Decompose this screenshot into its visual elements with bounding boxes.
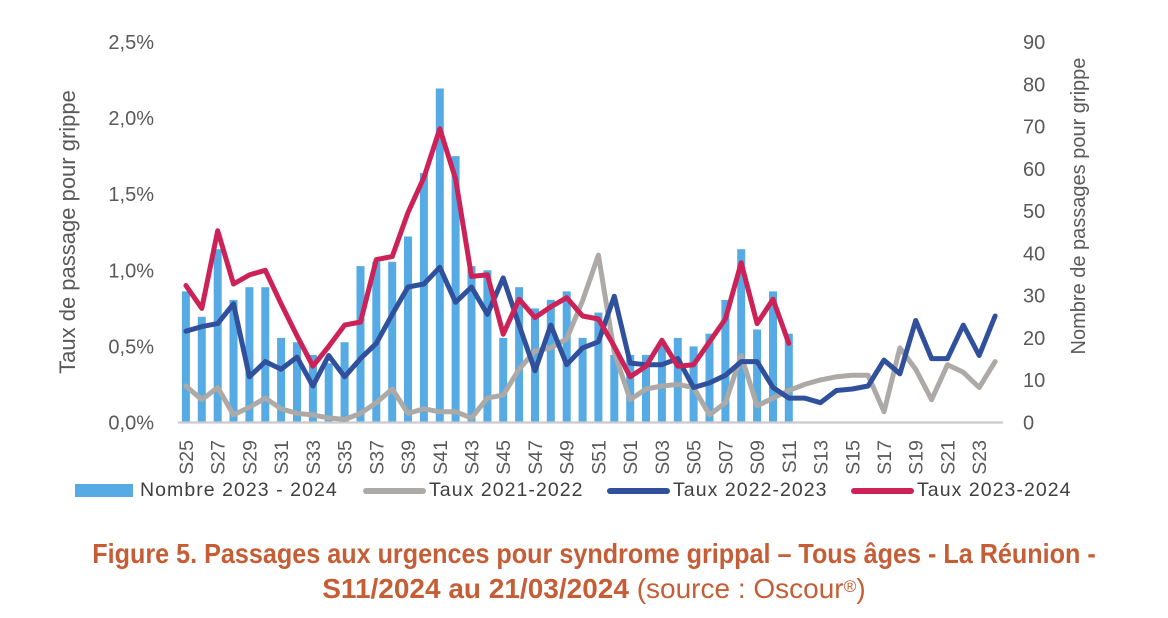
svg-text:2,5%: 2,5% bbox=[108, 32, 154, 54]
svg-text:S01: S01 bbox=[620, 440, 642, 475]
svg-text:30: 30 bbox=[1023, 286, 1045, 308]
svg-text:Taux de passage pour grippe: Taux de passage pour grippe bbox=[55, 90, 80, 374]
svg-text:Taux 2023-2024: Taux 2023-2024 bbox=[917, 479, 1072, 501]
svg-text:S39: S39 bbox=[398, 440, 420, 475]
svg-text:S31: S31 bbox=[271, 440, 293, 475]
svg-text:80: 80 bbox=[1023, 74, 1045, 96]
svg-text:S41: S41 bbox=[430, 440, 452, 475]
svg-text:S29: S29 bbox=[239, 440, 261, 475]
svg-text:S27: S27 bbox=[208, 440, 230, 475]
svg-text:0,0%: 0,0% bbox=[108, 413, 154, 435]
svg-text:S35: S35 bbox=[335, 440, 357, 475]
svg-text:60: 60 bbox=[1023, 159, 1045, 181]
svg-text:70: 70 bbox=[1023, 117, 1045, 139]
svg-text:S33: S33 bbox=[303, 440, 325, 475]
svg-text:S19: S19 bbox=[906, 440, 928, 475]
svg-text:1,5%: 1,5% bbox=[108, 184, 154, 206]
svg-text:0,5%: 0,5% bbox=[108, 336, 154, 358]
svg-text:20: 20 bbox=[1023, 328, 1045, 350]
svg-text:S25: S25 bbox=[176, 440, 198, 475]
svg-text:S37: S37 bbox=[366, 440, 388, 475]
svg-text:S21: S21 bbox=[938, 440, 960, 475]
svg-text:S03: S03 bbox=[652, 440, 674, 475]
svg-text:Nombre de passages pour grippe: Nombre de passages pour grippe bbox=[1068, 58, 1090, 355]
svg-text:S23: S23 bbox=[969, 440, 991, 475]
svg-text:40: 40 bbox=[1023, 243, 1045, 265]
svg-text:50: 50 bbox=[1023, 201, 1045, 223]
svg-text:S51: S51 bbox=[588, 440, 610, 475]
svg-text:S45: S45 bbox=[493, 440, 515, 475]
svg-text:S47: S47 bbox=[525, 440, 547, 475]
svg-text:1,0%: 1,0% bbox=[108, 260, 154, 282]
svg-text:Nombre 2023 - 2024: Nombre 2023 - 2024 bbox=[140, 479, 338, 501]
svg-text:S43: S43 bbox=[462, 440, 484, 475]
svg-text:S17: S17 bbox=[874, 440, 896, 475]
svg-text:S05: S05 bbox=[684, 440, 706, 475]
svg-text:10: 10 bbox=[1023, 370, 1045, 392]
svg-text:S15: S15 bbox=[842, 440, 864, 475]
svg-text:S49: S49 bbox=[557, 440, 579, 475]
svg-text:Taux 2022-2023: Taux 2022-2023 bbox=[673, 479, 828, 501]
svg-text:S09: S09 bbox=[747, 440, 769, 475]
svg-text:0: 0 bbox=[1023, 413, 1034, 435]
svg-text:S11: S11 bbox=[779, 440, 801, 473]
svg-text:S13: S13 bbox=[811, 440, 833, 475]
svg-text:S07: S07 bbox=[715, 440, 737, 475]
svg-text:90: 90 bbox=[1023, 32, 1045, 54]
svg-text:Taux 2021-2022: Taux 2021-2022 bbox=[429, 479, 584, 501]
svg-text:2,0%: 2,0% bbox=[108, 108, 154, 130]
